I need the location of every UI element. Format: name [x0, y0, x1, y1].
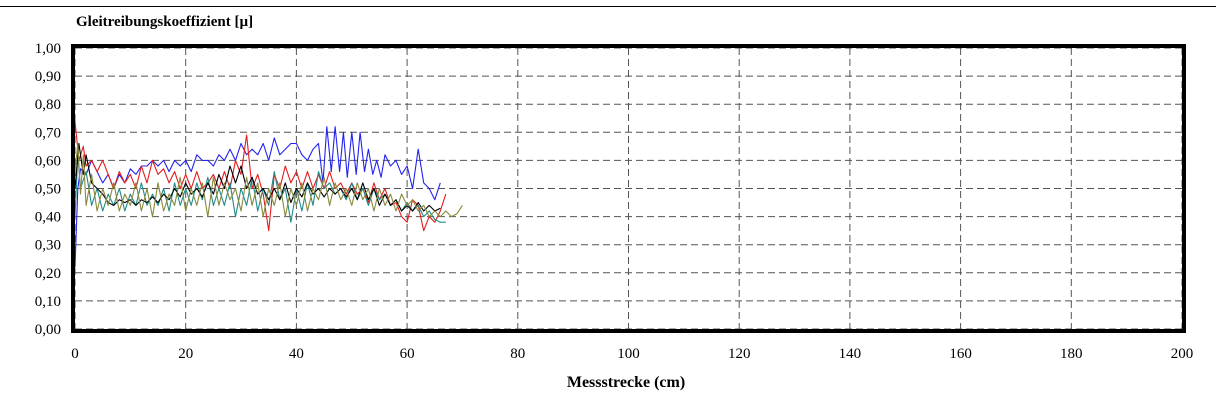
x-axis-label: Messstrecke (cm) [566, 374, 686, 391]
y-tick-label: 0,80 [35, 97, 61, 113]
y-tick-label: 0,00 [35, 322, 61, 338]
y-tick-label: 0,50 [35, 182, 61, 198]
top-rule [0, 6, 1216, 7]
y-tick-label: 1,00 [35, 41, 61, 57]
series-line-5 [74, 142, 463, 218]
plot-frame [71, 44, 1186, 333]
y-tick-label: 0,90 [35, 69, 61, 85]
x-tick-label: 120 [728, 346, 751, 362]
y-tick-label: 0,10 [35, 294, 61, 310]
x-tick-label: 160 [949, 346, 972, 362]
x-tick-label: 0 [71, 346, 79, 362]
x-tick-label: 60 [400, 346, 415, 362]
y-tick-label: 0,70 [35, 125, 61, 141]
y-tick-label: 0,30 [35, 238, 61, 254]
x-axis: 0 20 40 60 80 100 120 140 160 180 200 [71, 346, 1193, 362]
x-tick-label: 100 [617, 346, 640, 362]
x-tick-label: 140 [839, 346, 862, 362]
x-tick-label: 80 [510, 346, 525, 362]
y-tick-label: 0,20 [35, 266, 61, 282]
series-line-2 [74, 121, 447, 232]
chart-title: Gleitreibungskoeffizient [µ] [76, 14, 254, 30]
y-tick-label: 0,60 [35, 153, 61, 169]
series-layer [74, 121, 463, 268]
x-tick-label: 20 [178, 346, 193, 362]
series-line-4 [74, 142, 441, 212]
x-tick-label: 180 [1060, 346, 1083, 362]
series-line-1 [74, 126, 441, 268]
y-tick-label: 0,40 [35, 210, 61, 226]
x-tick-label: 200 [1171, 346, 1194, 362]
y-axis: 0,00 0,10 0,20 0,30 0,40 0,50 0,60 0,70 0,80 0,90… [35, 41, 61, 338]
x-tick-label: 40 [289, 346, 304, 362]
